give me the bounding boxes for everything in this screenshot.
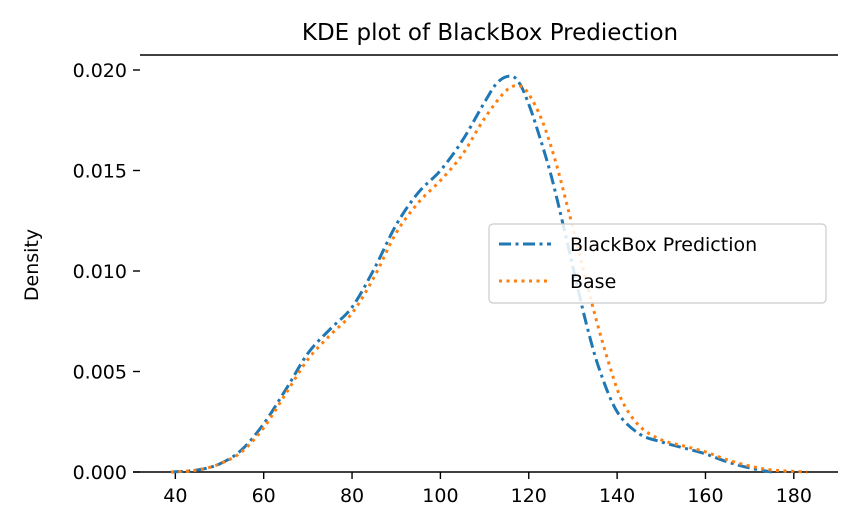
x-tick-label: 40	[163, 485, 187, 507]
x-tick-label: 180	[776, 485, 812, 507]
series-line-base	[170, 84, 808, 474]
y-axis-ticks: 0.000 0.005 0.010 0.015 0.020	[73, 60, 140, 484]
x-tick-label: 120	[511, 485, 547, 507]
chart-title: KDE plot of BlackBox Prediection	[302, 20, 678, 46]
legend-label-base: Base	[570, 271, 616, 293]
y-tick-label: 0.010	[73, 261, 127, 283]
x-axis-ticks: 40 60 80 100 120 140 160 180	[163, 472, 812, 507]
x-tick-label: 80	[340, 485, 364, 507]
legend-box	[488, 223, 827, 304]
y-axis-label: Density	[21, 229, 43, 301]
series-layer	[170, 74, 808, 474]
x-tick-label: 60	[252, 485, 276, 507]
y-tick-label: 0.015	[73, 161, 127, 183]
y-tick-label: 0.020	[73, 60, 127, 82]
legend[interactable]: BlackBox Prediction Base	[488, 223, 827, 304]
y-tick-label: 0.000	[73, 462, 127, 484]
y-tick-label: 0.005	[73, 362, 127, 384]
x-tick-label: 140	[599, 485, 635, 507]
x-tick-label: 160	[687, 485, 723, 507]
x-tick-label: 100	[422, 485, 458, 507]
series-line-blackbox-prediction	[170, 74, 772, 474]
legend-label-blackbox-prediction: BlackBox Prediction	[570, 234, 757, 256]
